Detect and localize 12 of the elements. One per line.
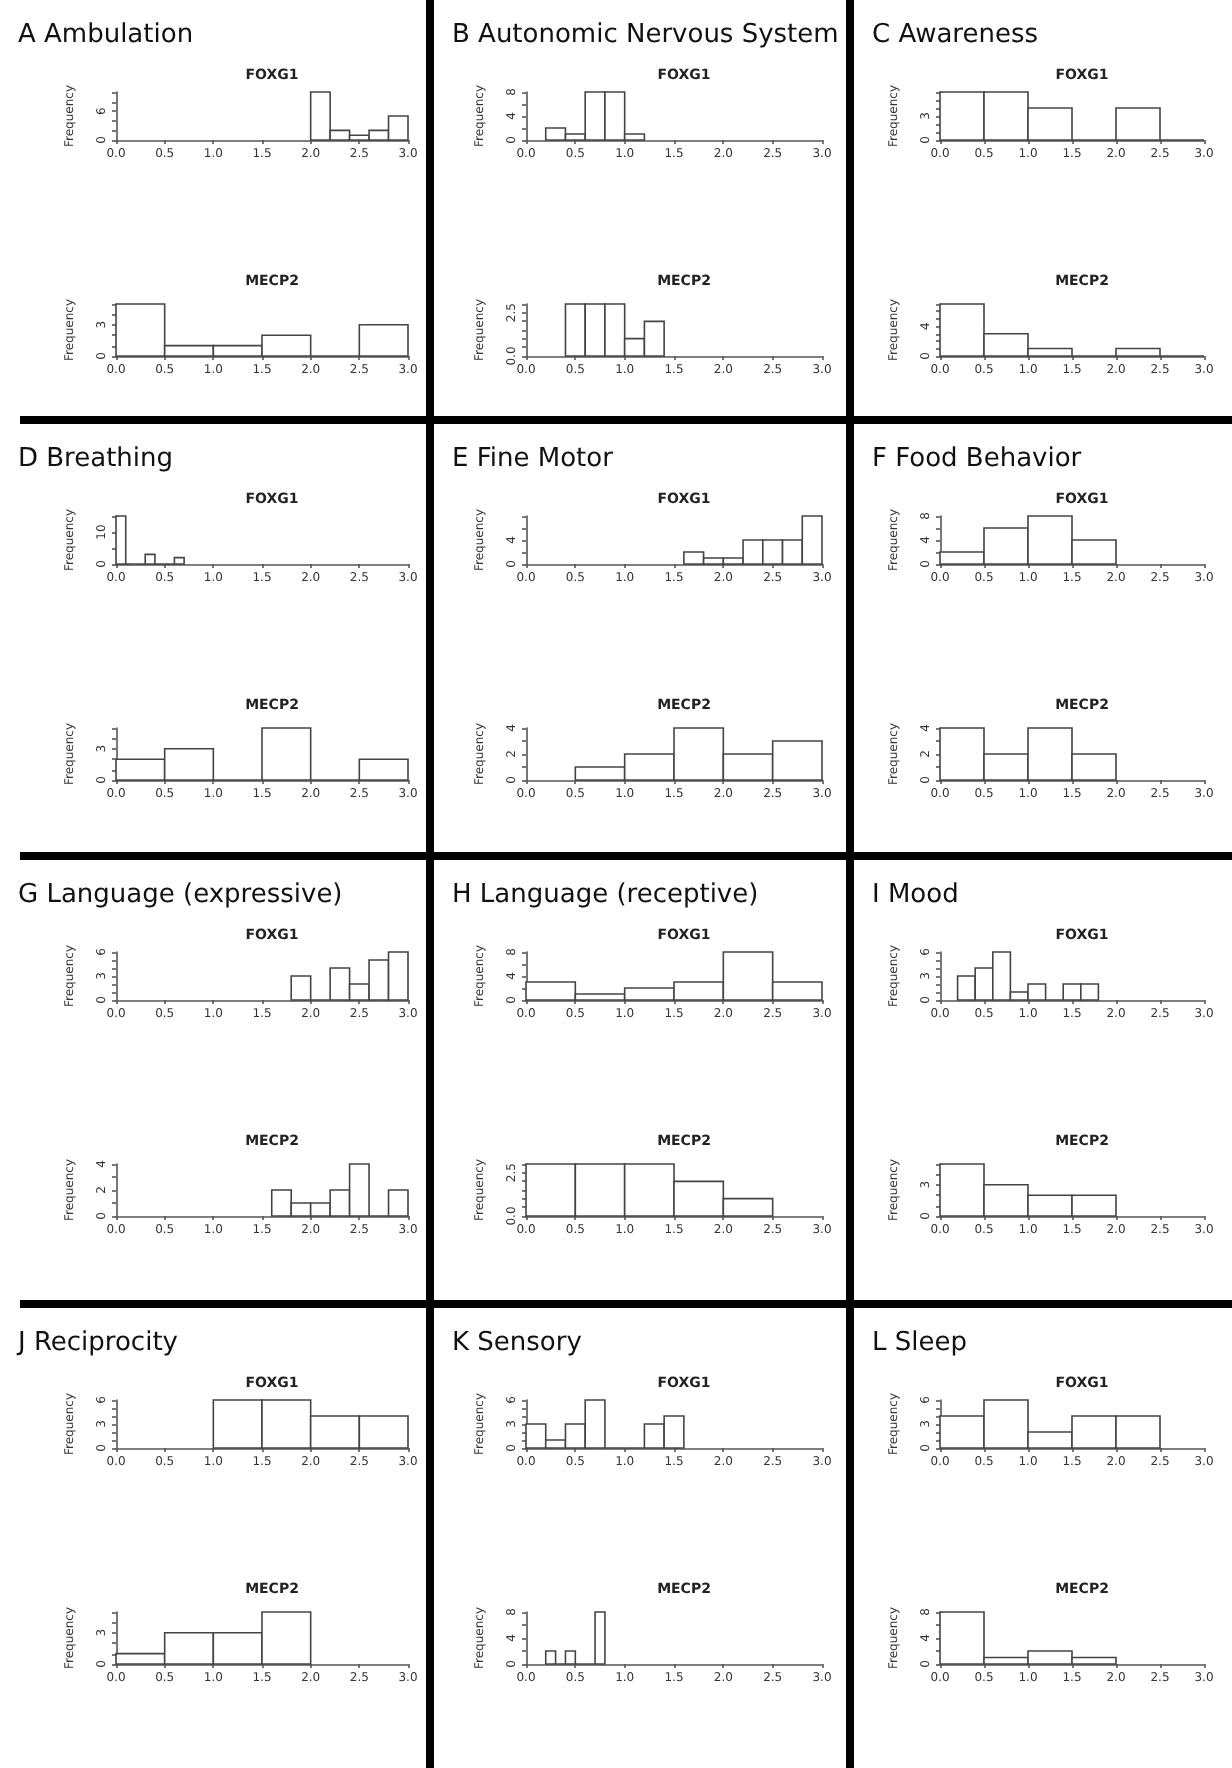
chart-title: J Reciprocity bbox=[16, 1328, 179, 1358]
chart-title: A Ambulation bbox=[18, 20, 194, 50]
chart-title: F Food Behavior bbox=[872, 444, 1083, 474]
chart-title: H Language (receptive) bbox=[452, 880, 759, 910]
chart-title: K Sensory bbox=[452, 1328, 583, 1358]
chart-title: G Language (expressive) bbox=[18, 880, 343, 910]
chart-title: C Awareness bbox=[872, 20, 1039, 50]
chart-title: I Mood bbox=[872, 880, 959, 910]
chart-title: E Fine Motor bbox=[452, 444, 615, 474]
chart-title: B Autonomic Nervous System bbox=[452, 20, 839, 50]
chart-title: D Breathing bbox=[18, 444, 174, 474]
chart-title: L Sleep bbox=[872, 1328, 967, 1358]
